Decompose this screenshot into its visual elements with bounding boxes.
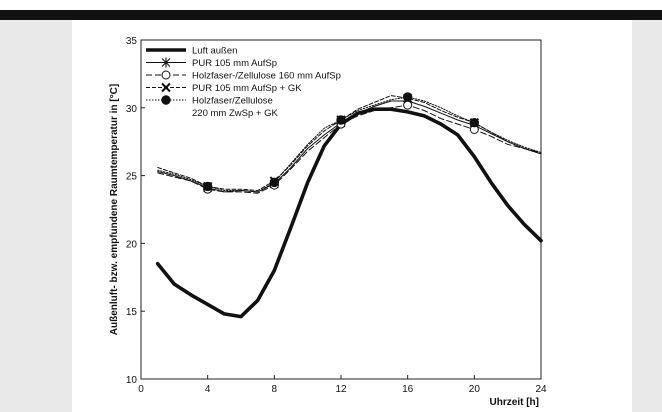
marker-shape <box>402 92 413 102</box>
y-axis-title: Außenluft- bzw. empfundene Raumtemperatu… <box>109 84 120 335</box>
marker-shape <box>161 95 171 105</box>
data-point-marker <box>469 118 480 128</box>
legend-label: PUR 105 mm AufSp + GK <box>192 83 302 94</box>
marker-shape <box>469 118 480 128</box>
marker-shape <box>269 177 280 188</box>
top-rule <box>0 10 662 20</box>
left-margin-panel <box>0 20 72 412</box>
y-tick-label: 35 <box>126 36 138 47</box>
x-axis-title: Uhrzeit [h] <box>490 397 539 408</box>
x-tick-label: 20 <box>469 384 481 395</box>
y-tick-label: 30 <box>126 104 138 115</box>
data-point-marker <box>269 177 280 188</box>
data-point-marker <box>336 115 346 125</box>
legend-marker <box>161 95 171 105</box>
x-tick-label: 12 <box>335 384 347 395</box>
data-point-marker <box>202 181 213 192</box>
legend-label: Holzfaser/Zellulose <box>192 96 273 107</box>
x-tick-label: 0 <box>138 384 144 395</box>
y-tick-label: 25 <box>126 172 138 183</box>
legend-label: 220 mm ZwSp + GK <box>192 108 278 119</box>
data-point-marker <box>402 92 413 102</box>
right-margin-panel <box>632 20 662 412</box>
marker-shape <box>202 181 213 192</box>
legend-label: Holzfaser-/Zellulose 160 mm AufSp <box>192 71 341 82</box>
legend-marker <box>161 57 171 68</box>
legend-label: Luft außen <box>192 46 237 57</box>
y-tick-label: 10 <box>126 375 138 386</box>
marker-shape <box>161 70 171 80</box>
legend-label: PUR 105 mm AufSp <box>192 58 277 69</box>
series-line-0 <box>155 107 543 319</box>
x-tick-label: 8 <box>272 384 278 395</box>
marker-shape <box>336 115 346 125</box>
x-tick-label: 4 <box>205 384 211 395</box>
x-tick-label: 16 <box>402 384 414 395</box>
plot-area <box>140 39 542 380</box>
y-tick-label: 15 <box>126 307 138 318</box>
x-tick-label: 24 <box>535 384 547 395</box>
marker-stroke <box>161 82 171 93</box>
y-tick-label: 20 <box>126 239 138 250</box>
legend-marker <box>161 82 171 93</box>
legend-marker <box>161 70 171 80</box>
